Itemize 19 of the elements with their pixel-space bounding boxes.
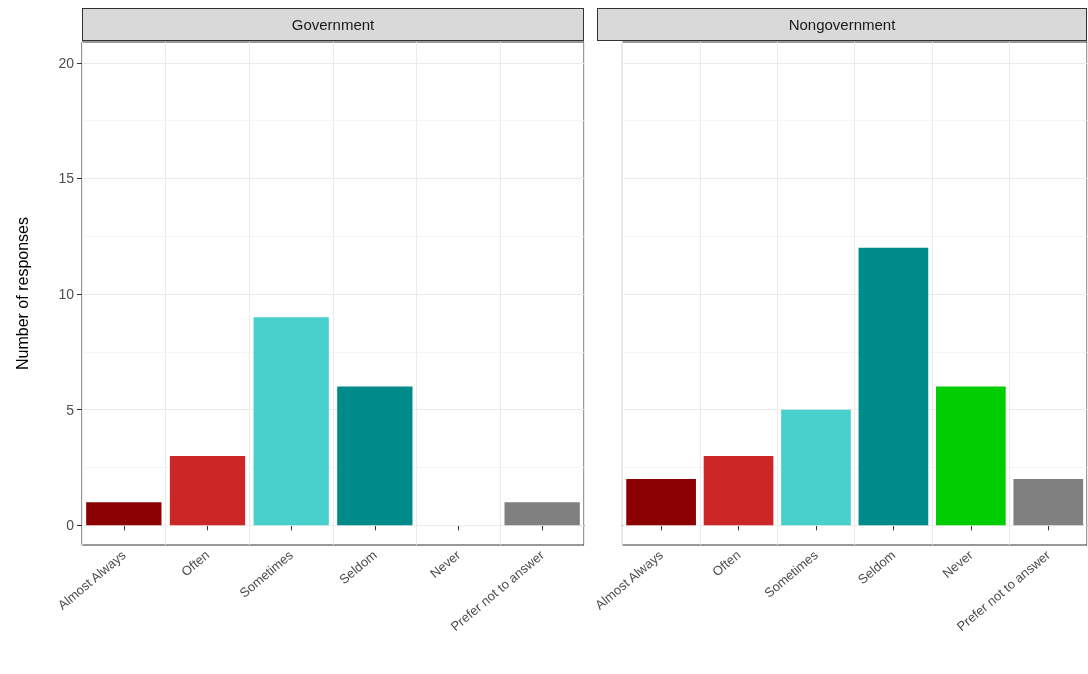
bar xyxy=(781,409,851,526)
bar xyxy=(504,502,580,526)
bar xyxy=(86,502,162,526)
chart-title: Government xyxy=(82,8,584,41)
bar xyxy=(169,455,246,526)
bar xyxy=(626,479,696,526)
bar xyxy=(858,247,929,526)
bar xyxy=(1013,479,1084,526)
bar xyxy=(253,317,329,526)
chart-title: Nongovernment xyxy=(597,8,1087,41)
y-tick-label: 10 xyxy=(58,286,75,303)
y-axis-title: Number of responses xyxy=(13,217,31,370)
y-tick-label: 20 xyxy=(58,54,75,71)
bar xyxy=(337,386,413,526)
bar xyxy=(703,455,774,526)
bar xyxy=(936,386,1006,526)
y-tick-label: 5 xyxy=(66,401,75,418)
y-tick-label: 15 xyxy=(58,170,75,187)
y-tick-label: 0 xyxy=(66,517,75,534)
